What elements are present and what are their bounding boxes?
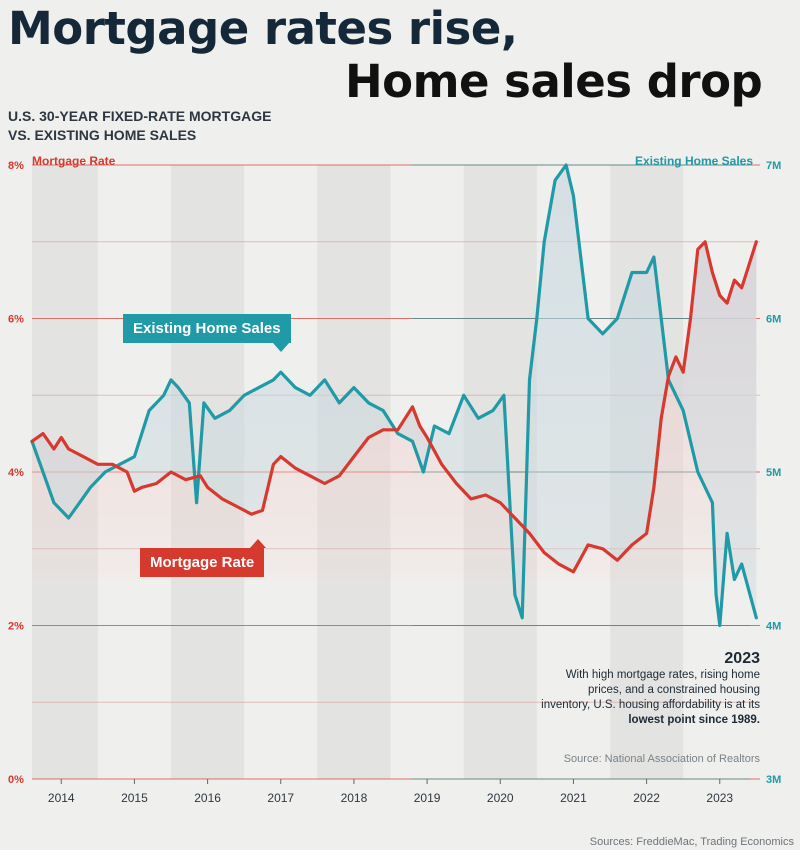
x-tick-label: 2017	[267, 791, 294, 805]
left-tick-label: 8%	[8, 160, 24, 172]
subtitle-line1: U.S. 30-YEAR FIXED-RATE MORTGAGE	[8, 108, 272, 124]
x-tick-label: 2015	[121, 791, 148, 805]
right-tick-label: 7M	[766, 160, 781, 172]
x-tick-label: 2023	[706, 791, 733, 805]
mortgage-rate-callout: Mortgage Rate	[140, 539, 267, 577]
left-tick-label: 4%	[8, 467, 24, 479]
source-nar: Source: National Association of Realtors	[563, 753, 760, 765]
subtitle: U.S. 30-YEAR FIXED-RATE MORTGAGE VS. EXI…	[8, 107, 271, 145]
x-tick-label: 2019	[414, 791, 441, 805]
left-tick-label: 6%	[8, 314, 24, 326]
existing-home-sales-callout: Existing Home Sales	[123, 314, 291, 352]
x-tick-label: 2018	[341, 791, 368, 805]
mortgage-area-fill	[32, 241, 757, 580]
annotation-text-bold: lowest point since 1989.	[628, 714, 760, 726]
left-axis-title: Mortgage Rate	[32, 154, 116, 168]
x-tick-label: 2014	[48, 791, 75, 805]
x-tick-label: 2021	[560, 791, 587, 805]
sources-footer: Sources: FreddieMac, Trading Economics	[589, 836, 794, 848]
x-tick-label: 2022	[633, 791, 660, 805]
annotation-2023: 2023 With high mortgage rates, rising ho…	[540, 650, 760, 728]
headline-line1: Mortgage rates rise,	[8, 2, 518, 55]
x-tick-label: 2016	[194, 791, 221, 805]
right-tick-label: 4M	[766, 621, 781, 633]
subtitle-line2: VS. EXISTING HOME SALES	[8, 127, 197, 143]
right-tick-label: 6M	[766, 314, 781, 326]
left-tick-label: 2%	[8, 621, 24, 633]
annotation-text: With high mortgage rates, rising home pr…	[540, 668, 760, 728]
left-tick-label: 0%	[8, 774, 24, 786]
series-lines	[30, 163, 758, 628]
mortgage-rate-line	[30, 240, 758, 574]
area-fills	[32, 165, 757, 626]
existing-home-sales-line	[30, 163, 758, 628]
annotation-text-main: With high mortgage rates, rising home pr…	[541, 669, 760, 711]
x-tick-label: 2020	[487, 791, 514, 805]
annotation-year: 2023	[724, 650, 760, 667]
between-area-fill	[32, 165, 757, 626]
axis-ticks: 0% 2% 4% 6% 8% 3M 4M 5M 6M 7M 2014 2015 2016 2017 2018…	[8, 160, 781, 805]
right-tick-label: 3M	[766, 774, 781, 786]
headline-line2: Home sales drop	[345, 55, 763, 108]
right-tick-label: 5M	[766, 467, 781, 479]
right-axis-title: Existing Home Sales	[635, 154, 753, 168]
axis-labels: Mortgage Rate Existing Home Sales	[32, 154, 753, 168]
